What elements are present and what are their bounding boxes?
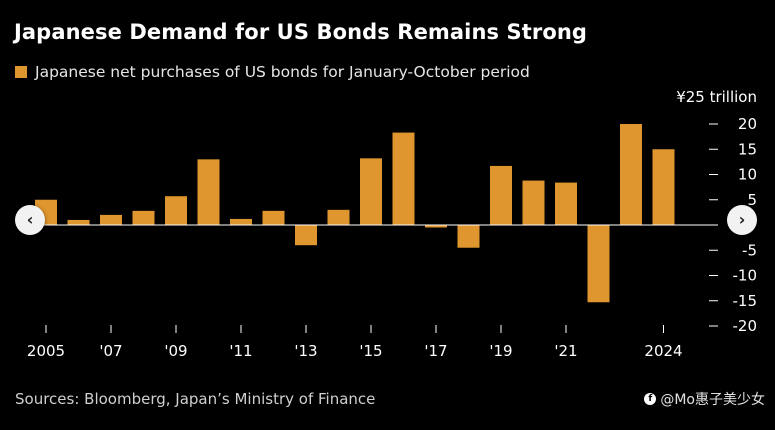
bar-2008 xyxy=(132,210,155,225)
bar-2021 xyxy=(555,182,577,225)
y-tick-label: 20 xyxy=(738,115,757,133)
y-tick-label: -10 xyxy=(733,267,758,285)
x-tick-label: 2005 xyxy=(27,342,65,360)
next-button[interactable]: › xyxy=(727,205,757,235)
chart-title: Japanese Demand for US Bonds Remains Str… xyxy=(14,20,588,44)
source-note: Sources: Bloomberg, Japan’s Ministry of … xyxy=(15,390,376,408)
chevron-right-icon: › xyxy=(738,210,746,229)
bar-2022 xyxy=(587,225,610,303)
bar-2023 xyxy=(620,124,642,225)
bar-2015 xyxy=(360,158,382,225)
x-tick-label: '07 xyxy=(99,342,122,360)
y-tick-label: -20 xyxy=(733,317,758,335)
legend: Japanese net purchases of US bonds for J… xyxy=(15,63,530,81)
bar-2007 xyxy=(100,214,122,225)
y-tick-label: -15 xyxy=(733,292,758,310)
x-tick-label: '09 xyxy=(164,342,187,360)
x-tick-label: '11 xyxy=(229,342,252,360)
x-tick-label: '21 xyxy=(554,342,577,360)
weibo-icon: f xyxy=(644,393,657,405)
legend-swatch xyxy=(15,66,27,78)
bar-2018 xyxy=(457,225,480,248)
watermark-text: @Mo惠子美少女 xyxy=(660,392,765,408)
y-axis: 20 15 10 5 -5 -10 -15 -20 ¥25 trillion xyxy=(676,88,757,335)
y-tick-label: -5 xyxy=(742,241,757,259)
x-tick-label: '13 xyxy=(294,342,317,360)
x-axis: 2005 '07 '09 '11 '13 '15 '17 '19 '21 2024 xyxy=(27,224,718,360)
bar-2006 xyxy=(67,219,90,225)
bar-2014 xyxy=(327,209,350,225)
x-tick-label: '19 xyxy=(489,342,512,360)
bar-2012 xyxy=(262,210,285,225)
y-tick-label: 15 xyxy=(738,140,757,158)
bar-2013 xyxy=(295,225,317,246)
bar-2009 xyxy=(165,196,187,225)
previous-button[interactable]: ‹ xyxy=(15,205,45,235)
watermark: f @Mo惠子美少女 xyxy=(644,389,765,409)
bar-2017 xyxy=(425,225,447,228)
y-tick-label: 10 xyxy=(738,166,757,184)
y-axis-unit-label: ¥25 trillion xyxy=(676,88,757,106)
bar-2019 xyxy=(490,165,512,225)
bar-2010 xyxy=(197,159,220,225)
bars-group xyxy=(35,124,675,303)
y-tick-label: 5 xyxy=(747,191,757,209)
bar-2020 xyxy=(522,180,545,225)
bar-2024 xyxy=(652,149,675,225)
bar-2016 xyxy=(392,132,415,225)
x-tick-label: '17 xyxy=(424,342,447,360)
x-tick-label: '15 xyxy=(359,342,382,360)
chevron-left-icon: ‹ xyxy=(26,210,34,229)
bar-2011 xyxy=(230,218,252,225)
x-tick-label: 2024 xyxy=(644,342,682,360)
legend-label: Japanese net purchases of US bonds for J… xyxy=(35,63,530,81)
